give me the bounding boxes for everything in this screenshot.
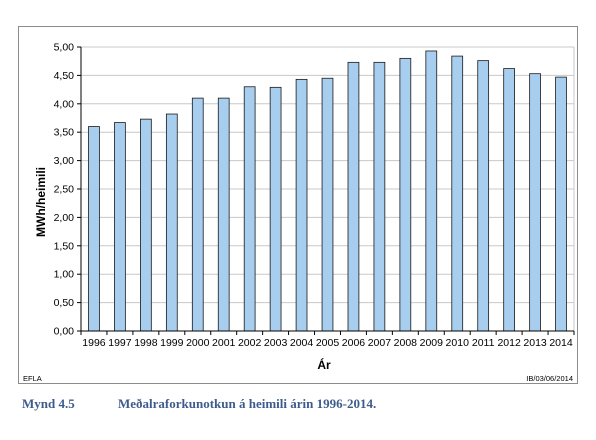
x-tick-label: 2013 bbox=[523, 337, 547, 349]
bar-2014 bbox=[555, 76, 567, 332]
x-tick-label: 1998 bbox=[134, 337, 158, 349]
axes bbox=[77, 46, 575, 335]
caption-text: Meðalraforkunotkun á heimili árin 1996-2… bbox=[118, 396, 377, 411]
x-tick-label: 1997 bbox=[108, 337, 132, 349]
y-tick-label: 5,00 bbox=[54, 42, 75, 54]
footer-left-credit: EFLA bbox=[23, 374, 42, 383]
bar-2009 bbox=[425, 50, 438, 332]
chart-frame: 0,00 0,50 1,00 1,50 2,00 2,50 3,00 3,50 4,00 4,50… bbox=[18, 26, 578, 384]
caption-number: Mynd 4.5 bbox=[22, 396, 75, 411]
x-tick-label: 2002 bbox=[238, 337, 262, 349]
x-tick-label: 2007 bbox=[368, 337, 392, 349]
x-tick-label: 2000 bbox=[186, 337, 210, 349]
y-tick-label: 4,50 bbox=[54, 70, 75, 82]
bar-2012 bbox=[503, 68, 515, 332]
bar-2003 bbox=[269, 86, 282, 332]
x-tick-label: 2006 bbox=[342, 337, 366, 349]
bars bbox=[88, 50, 567, 332]
x-tick-label: 1996 bbox=[82, 337, 106, 349]
bar-2004 bbox=[295, 78, 308, 332]
bar-2006 bbox=[347, 61, 360, 332]
bar-2001 bbox=[217, 97, 230, 332]
y-tick-label: 0,00 bbox=[54, 326, 75, 338]
figure-caption: Mynd 4.5 Meðalraforkunotkun á heimili ári… bbox=[22, 396, 582, 412]
y-tick-label: 2,00 bbox=[54, 212, 75, 224]
x-tick-label: 1999 bbox=[160, 337, 184, 349]
x-tick-label: 2012 bbox=[497, 337, 521, 349]
x-tick-label: 2014 bbox=[549, 337, 573, 349]
x-tick-label: 2011 bbox=[472, 337, 495, 349]
x-tick-labels: 1996 1997 1998 1999 2000 2001 2002 2003 2004 2005… bbox=[82, 337, 573, 349]
y-tick-label: 4,00 bbox=[54, 98, 75, 110]
y-tick-label: 3,50 bbox=[54, 127, 75, 139]
x-tick-label: 2008 bbox=[394, 337, 418, 349]
y-tick-labels: 0,00 0,50 1,00 1,50 2,00 2,50 3,00 3,50 4,00 4,50… bbox=[54, 42, 75, 338]
bar-1996 bbox=[88, 126, 100, 332]
y-tick-label: 0,50 bbox=[54, 297, 75, 309]
bar-chart: 0,00 0,50 1,00 1,50 2,00 2,50 3,00 3,50 4,00 4,50… bbox=[23, 42, 575, 383]
bar-1998 bbox=[140, 118, 152, 332]
footer-right-credit: IB/03/06/2014 bbox=[526, 374, 573, 383]
y-tick-label: 3,00 bbox=[54, 155, 75, 167]
bar-2000 bbox=[191, 97, 204, 332]
bar-2011 bbox=[477, 60, 490, 332]
bar-2007 bbox=[373, 61, 386, 332]
bar-2005 bbox=[321, 77, 334, 332]
x-tick-label: 2005 bbox=[316, 337, 340, 349]
x-tick-label: 2001 bbox=[212, 337, 236, 349]
bar-2002 bbox=[243, 86, 256, 332]
x-tick-label: 2010 bbox=[446, 337, 470, 349]
x-tick-label: 2004 bbox=[290, 337, 314, 349]
y-axis-title: MWh/heimili bbox=[34, 167, 48, 237]
y-tick-label: 1,00 bbox=[54, 269, 75, 281]
x-axis-title: Ár bbox=[317, 357, 331, 372]
bar-1997 bbox=[114, 122, 126, 332]
y-tick-label: 1,50 bbox=[54, 240, 75, 252]
bar-2013 bbox=[529, 73, 541, 332]
x-tick-label: 2003 bbox=[264, 337, 288, 349]
bar-1999 bbox=[165, 113, 178, 332]
bar-2008 bbox=[399, 57, 412, 332]
x-tick-label: 2009 bbox=[420, 337, 444, 349]
bar-2010 bbox=[451, 55, 464, 332]
y-tick-label: 2,50 bbox=[54, 184, 75, 196]
